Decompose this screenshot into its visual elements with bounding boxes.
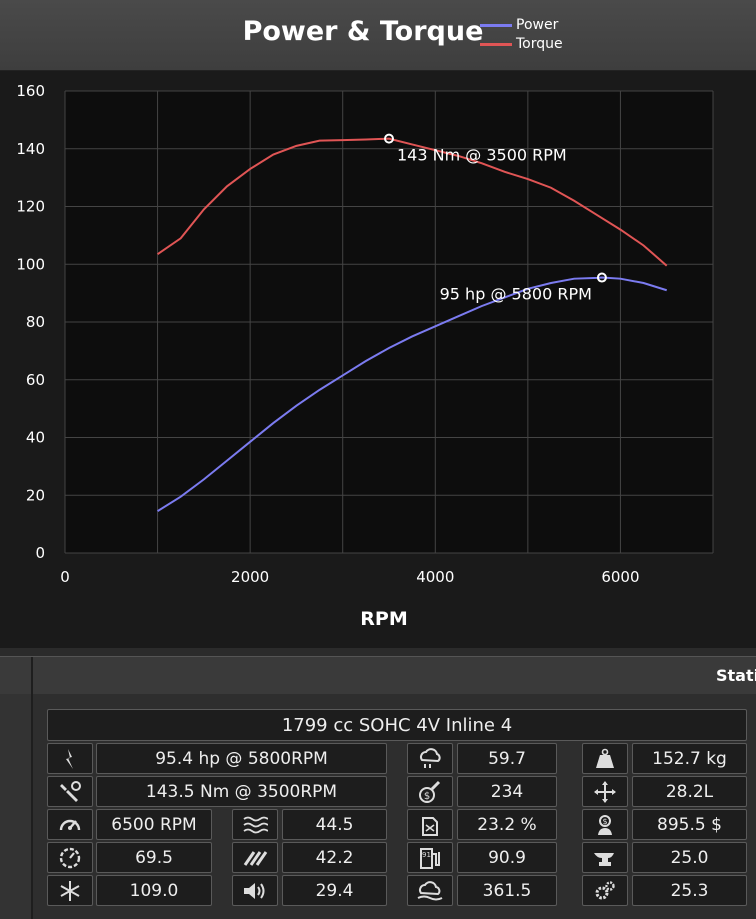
heat-value: 44.5: [282, 809, 387, 840]
legend-item-power: Power: [480, 16, 563, 35]
left-gutter: [0, 694, 33, 919]
y-tick-label: 160: [16, 82, 45, 100]
weight-value: 152.7 kg: [632, 743, 747, 774]
legend-item-torque: Torque: [480, 35, 563, 54]
power-value: 95.4 hp @ 5800RPM: [96, 743, 387, 774]
y-tick-label: 60: [26, 371, 45, 389]
rpm-responsiveness-value: 69.5: [96, 842, 212, 873]
service-cost-value: 234: [457, 776, 557, 807]
money-bag-icon: $: [582, 809, 628, 840]
gears-icon: [582, 875, 628, 906]
x-tick-label: 4000: [416, 568, 454, 586]
smoke-icon: [407, 743, 453, 774]
octane-value: 90.9: [457, 842, 557, 873]
maintenance-cost-icon: $: [407, 776, 453, 807]
emissions-value: 59.7: [457, 743, 557, 774]
engineering-value: 25.3: [632, 875, 747, 906]
y-tick-label: 0: [35, 544, 45, 562]
chart-title: Power & Torque: [242, 16, 484, 47]
x-tick-label: 6000: [601, 568, 639, 586]
x-tick-label: 0: [60, 568, 70, 586]
y-tick-label: 100: [16, 255, 45, 273]
tab-bar: Stati: [0, 656, 756, 695]
smoothness-value: 42.2: [282, 842, 387, 873]
torque-value: 143.5 Nm @ 3500RPM: [96, 776, 387, 807]
lightning-icon: [47, 743, 93, 774]
tachometer-icon: [47, 809, 93, 840]
efficiency-value: 23.2 %: [457, 809, 557, 840]
size-value: 28.2L: [632, 776, 747, 807]
peak-marker-power: [596, 272, 607, 283]
production-value: 25.0: [632, 842, 747, 873]
svg-text:$: $: [602, 817, 607, 826]
redline-value: 6500 RPM: [96, 809, 212, 840]
peak-label-torque: 143 Nm @ 3500 RPM: [397, 146, 567, 165]
wrench-icon: [47, 776, 93, 807]
fuel-pump-icon: 91: [407, 842, 453, 873]
noise-value: 29.4: [282, 875, 387, 906]
heat-icon: [232, 809, 278, 840]
x-tick-label: 2000: [231, 568, 269, 586]
legend-swatch-power: [480, 24, 512, 27]
y-tick-label: 120: [16, 198, 45, 216]
x-axis-label: RPM: [360, 608, 408, 630]
dimensions-icon: [582, 776, 628, 807]
speaker-icon: [232, 875, 278, 906]
snowflake-icon: [47, 875, 93, 906]
pollution-cloud-icon: [407, 875, 453, 906]
peak-marker-torque: [384, 133, 394, 144]
tab-stats[interactable]: Stati: [716, 666, 756, 685]
legend-label-torque: Torque: [516, 36, 563, 52]
y-tick-label: 140: [16, 140, 45, 158]
weight-icon: [582, 743, 628, 774]
y-tick-label: 40: [26, 429, 45, 447]
legend-swatch-torque: [480, 43, 512, 46]
fuel-can-icon: [407, 809, 453, 840]
anvil-icon: [582, 842, 628, 873]
y-tick-label: 80: [26, 313, 45, 331]
power-torque-chart: 0 20 40 60 80 100 120 140 160 0 2000 4000 6000 143 Nm…: [16, 82, 714, 586]
tab-separator: [31, 657, 33, 694]
engine-description: 1799 cc SOHC 4V Inline 4: [47, 709, 747, 741]
rev-gauge-icon: [47, 842, 93, 873]
svg-text:$: $: [424, 791, 430, 802]
pollution-value: 361.5: [457, 875, 557, 906]
smoothness-icon: [232, 842, 278, 873]
chart-legend: Power Torque: [480, 16, 563, 54]
cooling-value: 109.0: [96, 875, 212, 906]
svg-text:91: 91: [422, 851, 431, 859]
chart-header: Power & Torque Power Torque: [0, 0, 756, 71]
series-line-torque: [157, 137, 668, 267]
peak-label-power: 95 hp @ 5800 RPM: [440, 285, 592, 304]
cost-value: 895.5 $: [632, 809, 747, 840]
y-tick-label: 20: [26, 486, 45, 504]
legend-label-power: Power: [516, 17, 559, 33]
